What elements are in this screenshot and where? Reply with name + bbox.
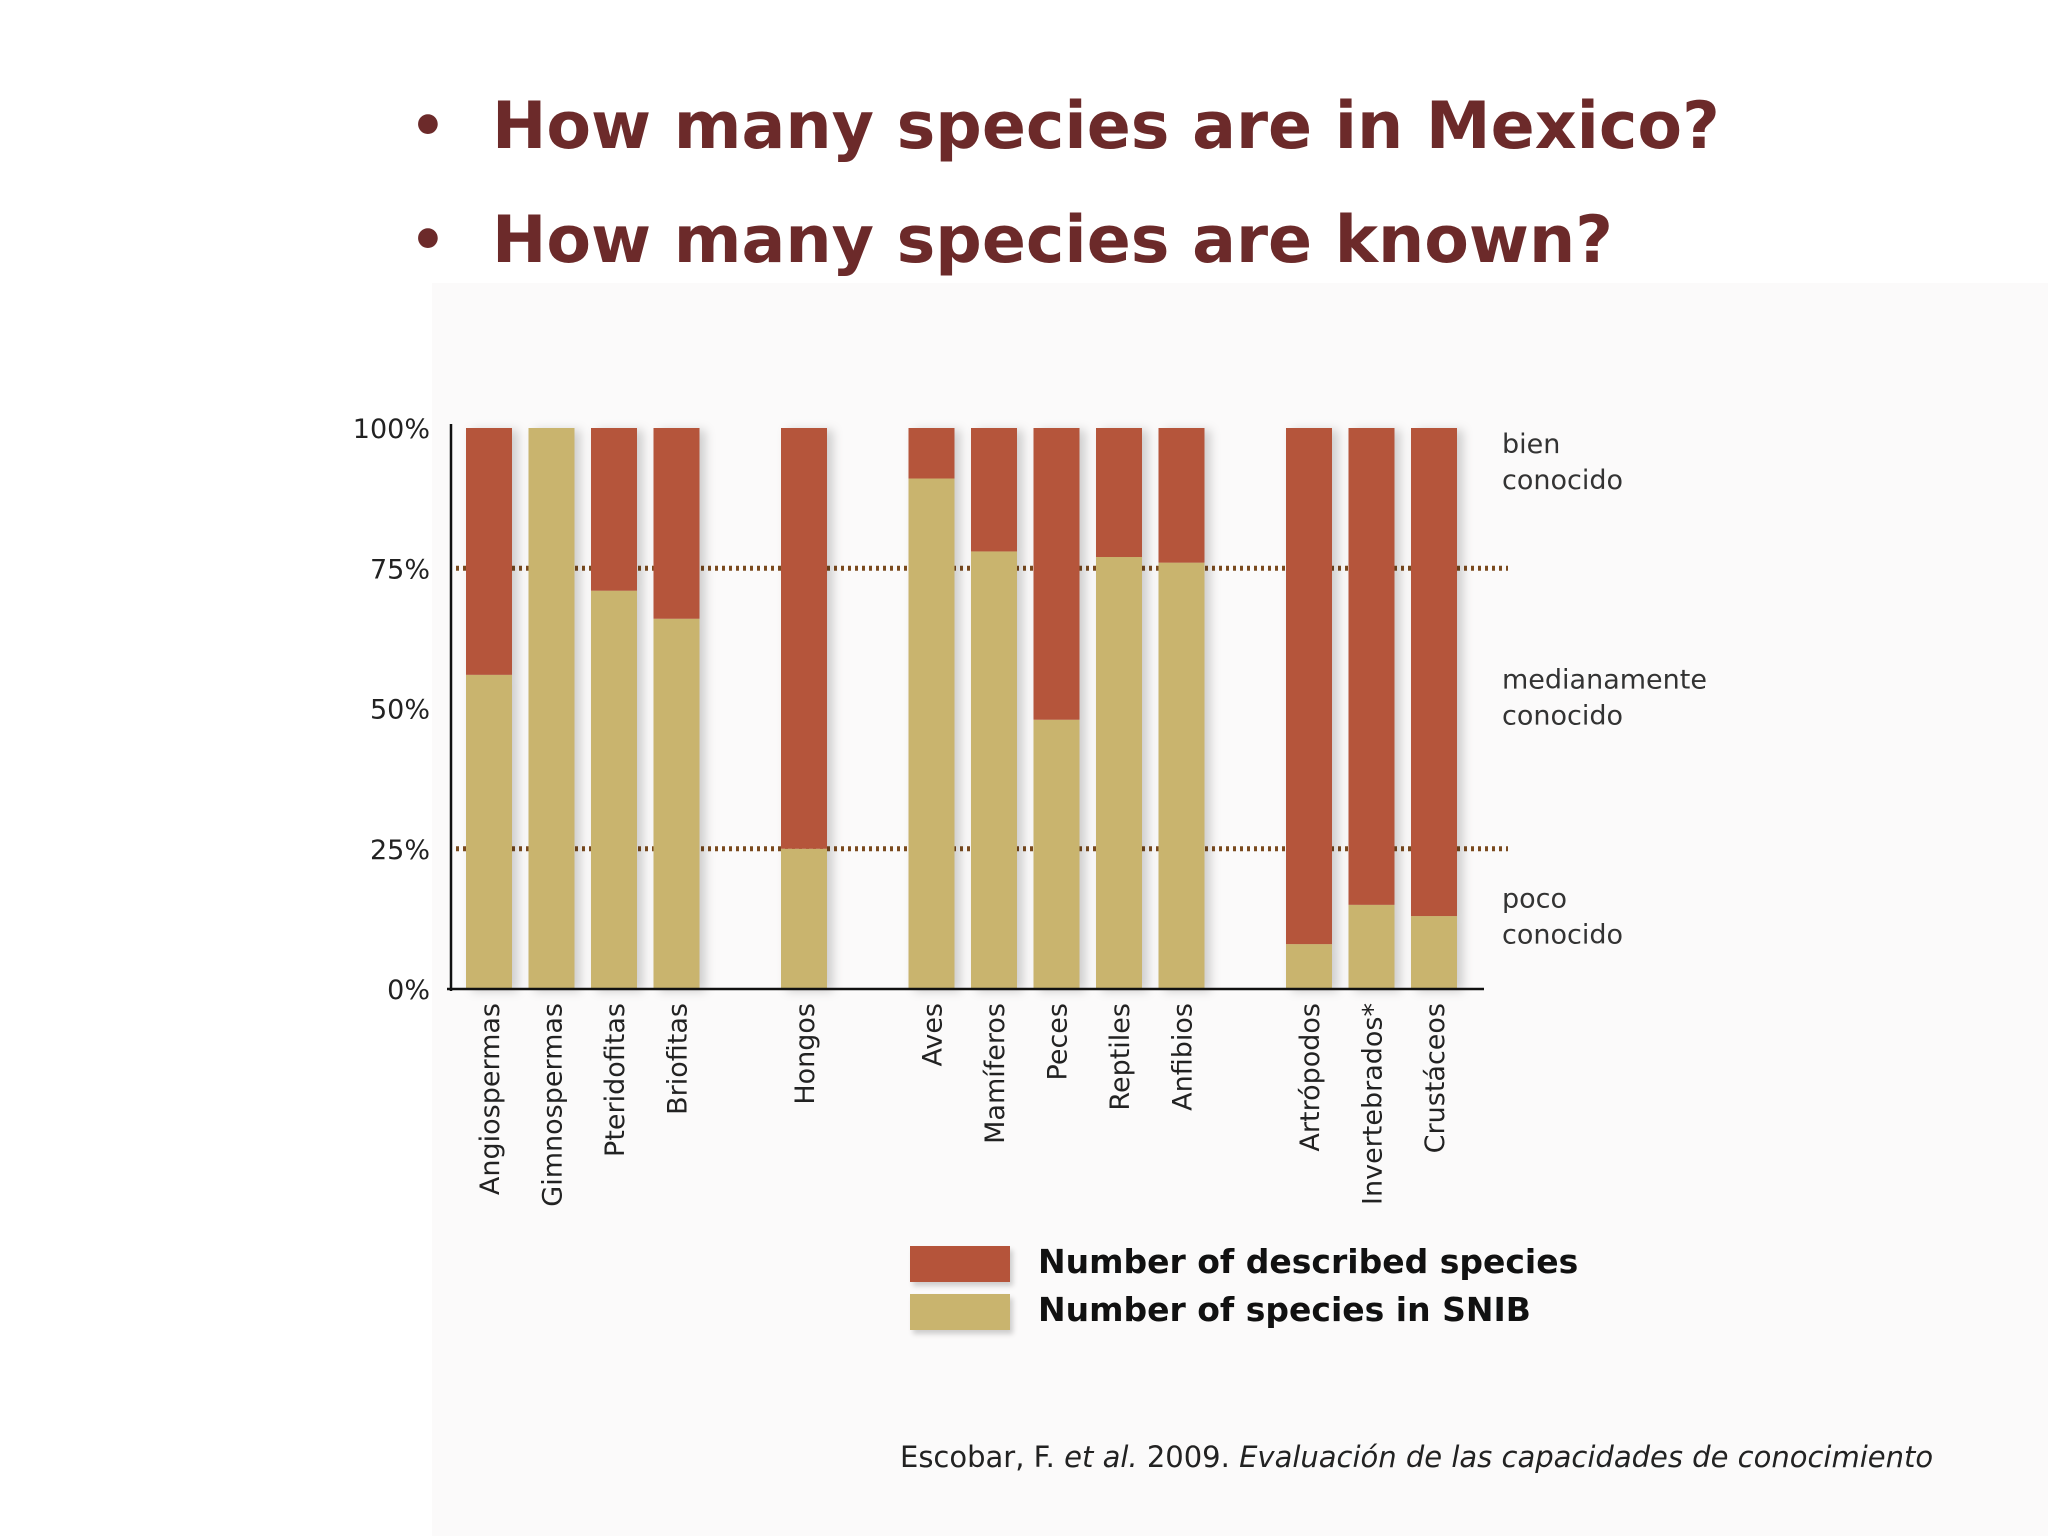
bar-described [908,428,955,479]
x-tick-label: Pteridofitas [600,1003,631,1157]
x-tick-label: Gimnospermas [538,1003,569,1207]
bar-snib [1158,562,1205,989]
bar-snib [971,551,1017,989]
bar-stack [528,428,575,989]
x-tick-label: Artrópodos [1295,1003,1326,1152]
bar-stack [971,428,1017,989]
bar-described [1286,428,1332,945]
bullet-dot-icon: • [410,94,446,159]
legend-label-snib: Number of species in SNIB [1038,1290,1531,1329]
legend-item-snib: Number of species in SNIB [904,1286,1624,1334]
bar-snib [1411,916,1457,989]
zone-label: medianamente [1502,665,1707,696]
zone-label: conocido [1502,919,1623,950]
y-tick-label: 50% [370,695,430,726]
bar-described [1348,428,1395,905]
zone-label: bien [1502,429,1560,460]
bar-described [1158,428,1205,563]
citation-work: Evaluación de las capacidades de conocim… [1239,1440,1934,1474]
bar-stack [1286,428,1332,989]
bar-stack [653,428,700,989]
title-question-1: How many species are in Mexico? [492,89,1720,164]
x-tick-label: Crustáceos [1420,1003,1451,1153]
y-tick-labels: 0% 25% 50% 75% 100% [353,414,430,1006]
citation: Escobar, F. et al. 2009. Evaluación de l… [900,1440,1933,1474]
bullet-dot-icon: • [410,208,446,273]
legend-item-described: Number of described species [904,1238,1624,1286]
bar-stack [466,428,512,989]
bar-described [591,428,637,591]
bar-stack [1033,428,1080,989]
bar-stack [908,428,955,989]
x-tick-label: Invertebrados* [1358,1003,1389,1205]
zone-label: conocido [1502,701,1623,732]
zone-label: poco [1502,883,1567,914]
bar-snib [1096,557,1142,989]
bar-described [1033,428,1080,720]
bar-stack [781,428,827,989]
x-tick-label: Anfibios [1168,1003,1199,1111]
slide-background [432,283,2048,1536]
bar-snib [1348,904,1395,989]
bar-described [1096,428,1142,558]
citation-author: Escobar, F. [900,1440,1055,1474]
bar-stack [1411,428,1457,989]
x-tick-label: Peces [1043,1003,1074,1080]
zone-label: conocido [1502,465,1623,496]
y-tick-label: 0% [387,975,430,1006]
title-question-2: How many species are known? [492,203,1613,278]
bar-snib [591,590,637,989]
zone-labels: bien conocido medianamente conocido poco cono… [1502,429,1707,950]
bar-snib [1286,944,1332,989]
bar-described [781,428,827,849]
citation-year: 2009. [1146,1440,1230,1474]
x-tick-label: Mamíferos [980,1003,1011,1144]
bar-snib [466,674,512,989]
legend-swatch-snib [910,1294,1010,1330]
citation-al: al. [1102,1440,1138,1474]
x-tick-label: Aves [918,1003,949,1067]
chart-legend: Number of described species Number of sp… [904,1238,1624,1368]
legend-swatch-described [910,1246,1010,1282]
y-tick-label: 100% [353,414,430,445]
bar-snib [908,478,955,989]
bar-described [1411,428,1457,917]
bar-stack [1096,428,1142,989]
bar-described [466,428,512,675]
bar-described [653,428,700,619]
y-tick-label: 25% [370,835,430,866]
x-tick-label: Reptiles [1105,1003,1136,1111]
citation-et: et [1064,1440,1094,1474]
bar-stack [1158,428,1205,989]
bar-described [971,428,1017,552]
bar-snib [653,618,700,989]
bars-layer [466,428,1457,989]
y-tick-label: 75% [370,554,430,585]
axes-layer [447,424,1484,991]
bar-stack [1348,428,1395,989]
legend-label-described: Number of described species [1038,1242,1579,1281]
bar-snib [1033,719,1080,989]
x-tick-label: Briofitas [663,1003,694,1115]
bar-snib [528,428,575,989]
x-tick-label: Angiospermas [475,1003,506,1195]
x-tick-label: Hongos [790,1003,821,1105]
x-category-labels: Angiospermas Gimnospermas Pteridofitas Brio… [475,1003,1451,1207]
bar-stack [591,428,637,989]
bar-snib [781,848,827,989]
